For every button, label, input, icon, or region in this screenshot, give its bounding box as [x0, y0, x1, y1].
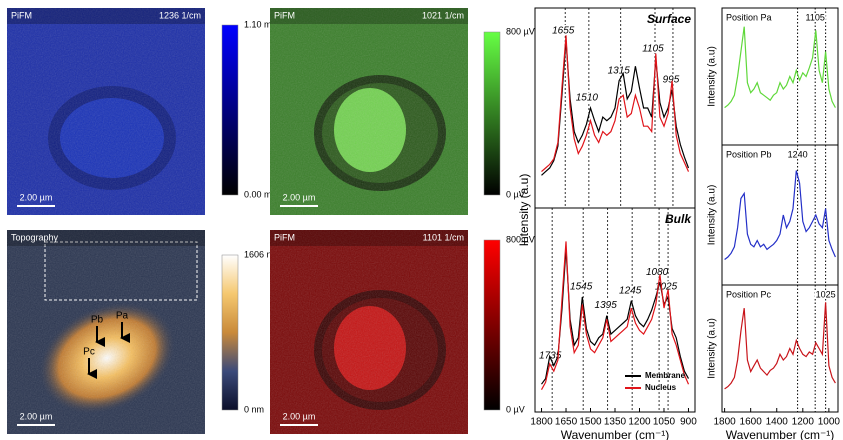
scale-bar-label: 2.00 µm — [20, 192, 53, 202]
legend-label: Membrane — [645, 371, 686, 380]
spectrum-line — [540, 241, 690, 390]
peak-label: 1545 — [570, 282, 593, 293]
x-tick-label: 1000 — [818, 417, 841, 428]
colorbar — [221, 24, 239, 196]
x-tick-label: 1800 — [530, 417, 553, 428]
peak-label: 1025 — [816, 289, 836, 299]
panel-title: Position Pb — [726, 149, 772, 159]
image-title: PiFM — [274, 10, 295, 20]
peak-label: 1240 — [788, 149, 808, 159]
point-label: Pc — [83, 347, 95, 358]
y-axis-label: Intensity (a.u) — [517, 174, 531, 247]
peak-label: 1105 — [806, 12, 825, 22]
image-panel: PiFM 1101 1/cm 2.00 µm — [270, 230, 468, 434]
scale-bar-label: 2.00 µm — [283, 192, 316, 202]
scale-bar-label: 2.00 µm — [20, 411, 53, 421]
peak-label: 1105 — [642, 44, 664, 55]
peak-label: 1655 — [552, 25, 575, 36]
spectrum-line — [541, 35, 690, 173]
image-wavenumber: 1021 1/cm — [422, 10, 464, 20]
colorbar-min-label: 0 nm — [244, 404, 264, 414]
plot-frame — [721, 7, 839, 146]
colorbar-max-label: 1.10 mV — [244, 19, 278, 29]
panel-title: Position Pa — [726, 12, 772, 22]
scale-bar-label: 2.00 µm — [283, 411, 316, 421]
peak-label: 1080 — [646, 267, 669, 278]
peak-label: 1510 — [576, 93, 599, 104]
colorbar-max-label: 800 µV — [506, 234, 535, 244]
x-tick-label: 1200 — [628, 417, 651, 428]
x-axis-label: Wavenumber (cm⁻¹) — [561, 428, 670, 440]
label-strip — [7, 8, 205, 24]
x-tick-label: 1600 — [740, 417, 763, 428]
panel-title: Surface — [647, 12, 691, 26]
colorbar-max-label: 1606 nm — [244, 249, 279, 259]
image-panel: PiFM 1236 1/cm 2.00 µm — [7, 8, 205, 215]
x-tick-label: 1800 — [713, 417, 736, 428]
spectrum-line — [724, 26, 836, 109]
image-wavenumber: 1101 1/cm — [423, 232, 464, 242]
colorbar-max-label: 800 µV — [506, 26, 535, 36]
x-tick-label: 1050 — [653, 417, 676, 428]
colorbar — [483, 31, 501, 196]
colorbar — [221, 254, 239, 411]
image-noise — [7, 230, 205, 434]
legend-label: Nucleus — [645, 383, 677, 392]
x-tick-label: 1500 — [579, 417, 602, 428]
label-strip — [270, 8, 468, 24]
image-wavenumber: 1236 1/cm — [159, 10, 201, 20]
peak-label: 1245 — [619, 285, 642, 296]
spectrum-panel: 1105 Position Pa Intensity (a.u) — [707, 7, 839, 146]
image-title: PiFM — [11, 10, 32, 20]
panel-title: Bulk — [665, 212, 692, 226]
x-tick-label: 900 — [680, 417, 697, 428]
x-axis-label: Wavenumber (cm⁻¹) — [726, 428, 835, 440]
colorbar-min-label: 0.00 mV — [244, 189, 278, 199]
spectrum-line — [724, 170, 836, 260]
spectrum-panel: 1025 Position Pc 1800 1600 1400 1200 1000Waven… — [707, 284, 841, 440]
label-strip — [7, 230, 205, 246]
x-tick-label: 1350 — [604, 417, 627, 428]
label-strip — [270, 230, 468, 246]
image-noise — [270, 230, 468, 434]
y-axis-label: Intensity (a.u) — [707, 318, 718, 379]
x-tick-label: 1400 — [766, 417, 789, 428]
image-title: PiFM — [274, 232, 295, 242]
spectrum-line — [724, 302, 836, 390]
plot-frame — [721, 144, 839, 286]
image-title: Topography — [11, 232, 59, 242]
colorbar — [483, 239, 501, 411]
x-tick-label: 1650 — [555, 417, 578, 428]
y-axis-label: Intensity (a.u) — [707, 185, 718, 246]
peak-label: 995 — [663, 74, 680, 85]
spectrum-panel: 1655 1510 1315 1105 995 Surface Intensity (a.u… — [517, 7, 696, 247]
spectrum-panel: 1240 Position Pb Intensity (a.u) — [707, 144, 839, 286]
colorbar-min-label: 0 µV — [506, 189, 525, 199]
point-label: Pb — [91, 315, 104, 326]
image-panel: PiFM 1021 1/cm 2.00 µm — [270, 8, 468, 215]
y-axis-label: Intensity (a.u) — [707, 46, 718, 107]
image-panel: Topography 2.00 µm Pa Pb Pc — [7, 230, 205, 434]
colorbar-min-label: 0 µV — [506, 404, 525, 414]
image-noise — [270, 8, 468, 215]
panel-title: Position Pc — [726, 289, 772, 299]
point-label: Pa — [116, 311, 129, 322]
peak-label: 1395 — [595, 300, 618, 311]
peak-label: 1315 — [608, 65, 631, 76]
x-tick-label: 1200 — [792, 417, 815, 428]
image-noise — [7, 8, 205, 215]
